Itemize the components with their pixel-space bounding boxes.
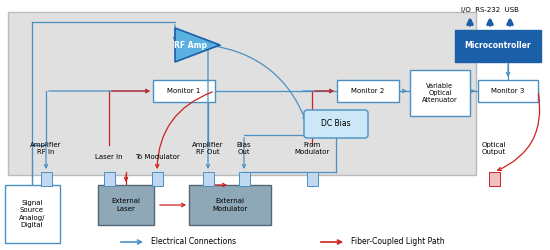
Text: Amplifier
RF Out: Amplifier RF Out — [192, 142, 224, 155]
Text: Fiber-Coupled Light Path: Fiber-Coupled Light Path — [351, 238, 444, 246]
Text: Monitor 2: Monitor 2 — [351, 88, 384, 94]
FancyBboxPatch shape — [152, 172, 163, 186]
FancyBboxPatch shape — [337, 80, 399, 102]
Text: To Modulator: To Modulator — [135, 154, 179, 160]
Text: Bias
Out: Bias Out — [236, 142, 251, 155]
FancyBboxPatch shape — [478, 80, 538, 102]
FancyBboxPatch shape — [189, 185, 271, 225]
Text: Monitor 1: Monitor 1 — [167, 88, 201, 94]
Text: Monitor 3: Monitor 3 — [491, 88, 525, 94]
Text: Optical
Output: Optical Output — [482, 142, 507, 155]
FancyBboxPatch shape — [104, 172, 115, 186]
FancyBboxPatch shape — [304, 110, 368, 138]
FancyBboxPatch shape — [410, 70, 470, 116]
Text: Microcontroller: Microcontroller — [465, 42, 531, 50]
Text: External
Laser: External Laser — [112, 198, 140, 211]
FancyBboxPatch shape — [98, 185, 154, 225]
FancyBboxPatch shape — [8, 12, 476, 175]
Text: DC Bias: DC Bias — [321, 120, 351, 128]
Text: RF Amp: RF Amp — [174, 40, 207, 50]
FancyBboxPatch shape — [455, 30, 541, 62]
FancyBboxPatch shape — [489, 172, 500, 186]
Text: I/O  RS-232  USB: I/O RS-232 USB — [461, 7, 519, 13]
FancyBboxPatch shape — [239, 172, 250, 186]
Text: From
Modulator: From Modulator — [294, 142, 329, 155]
FancyBboxPatch shape — [41, 172, 52, 186]
Text: Variable
Optical
Attenuator: Variable Optical Attenuator — [422, 83, 458, 103]
Text: Amplifier
RF In: Amplifier RF In — [30, 142, 62, 155]
Text: Signal
Source
Analog/
Digital: Signal Source Analog/ Digital — [19, 200, 45, 228]
Polygon shape — [175, 28, 220, 62]
FancyBboxPatch shape — [153, 80, 215, 102]
Text: Laser In: Laser In — [95, 154, 123, 160]
FancyBboxPatch shape — [5, 185, 60, 243]
Text: Electrical Connections: Electrical Connections — [151, 238, 236, 246]
FancyBboxPatch shape — [203, 172, 214, 186]
Text: External
Modulator: External Modulator — [212, 198, 248, 211]
FancyBboxPatch shape — [307, 172, 318, 186]
